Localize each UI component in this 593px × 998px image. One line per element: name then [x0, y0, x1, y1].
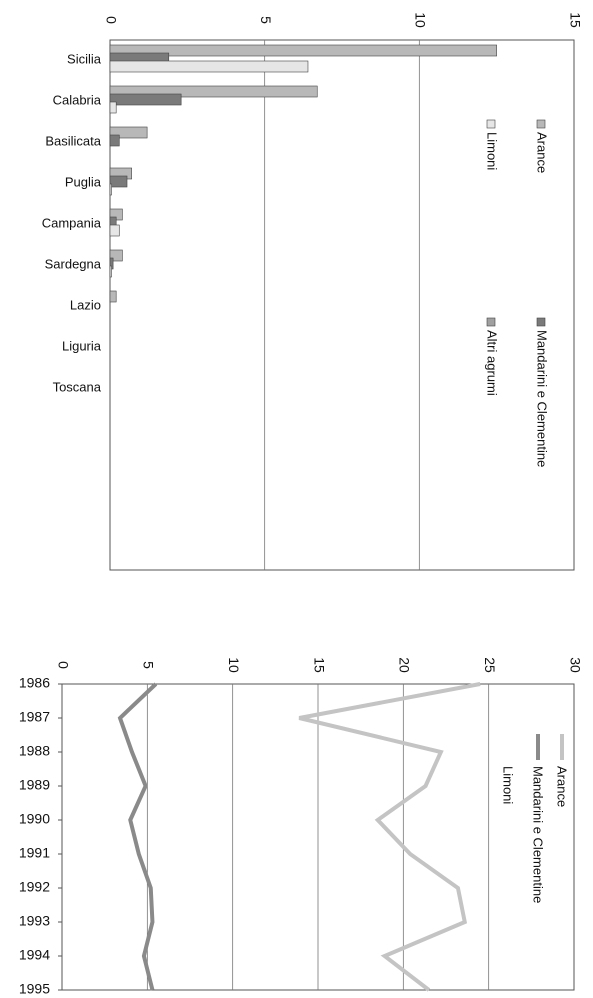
tick-label-x-15: 15: [567, 12, 583, 28]
legend-label-2-mandarini-e-clementine: Mandarini e Clementine: [531, 766, 546, 903]
bar-arance-calabria: [109, 85, 318, 98]
tick-label-year-1992: 1992: [19, 879, 50, 895]
bar-arance-sicilia: [109, 44, 497, 57]
legend-swatch-limoni: [486, 119, 496, 129]
tick-label-value-30: 30: [567, 657, 583, 673]
tick-label-value-25: 25: [482, 657, 498, 673]
bar-limoni-sicilia: [109, 60, 309, 73]
category-label-liguria: Liguria: [62, 338, 102, 353]
line-arance: [298, 682, 481, 992]
category-label-lazio: Lazio: [70, 297, 101, 312]
tick-label-year-1989: 1989: [19, 777, 50, 793]
category-label-campania: Campania: [42, 215, 102, 230]
tick-label-x-5: 5: [258, 16, 274, 24]
category-label-sicilia: Sicilia: [67, 51, 102, 66]
bar-limoni-puglia: [109, 183, 112, 196]
bar-arance-sardegna: [109, 249, 123, 262]
category-label-sardegna: Sardegna: [45, 256, 102, 271]
category-label-basilicata: Basilicata: [45, 133, 101, 148]
tick-label-year-1988: 1988: [19, 743, 50, 759]
line-mandarini-e-clementine: [117, 682, 158, 991]
bar-limoni-calabria: [109, 101, 117, 114]
category-label-calabria: Calabria: [53, 92, 102, 107]
legend-swatch-arance: [536, 119, 546, 129]
tick-label-year-1994: 1994: [19, 947, 50, 963]
tick-label-value-15: 15: [311, 657, 327, 673]
bar-limoni-campania: [109, 224, 120, 237]
tick-label-year-1990: 1990: [19, 811, 50, 827]
tick-label-year-1993: 1993: [19, 913, 50, 929]
bar-mandarini-e-clementine-calabria: [109, 93, 182, 106]
tick-label-year-1987: 1987: [19, 709, 50, 725]
tick-label-x-10: 10: [413, 12, 429, 28]
legend-label-arance: Arance: [535, 132, 550, 173]
legend-label-limoni: Limoni: [485, 132, 500, 170]
legend-swatch-mandarini-e-clementine: [536, 317, 546, 327]
bar-arance-basilicata: [109, 126, 148, 139]
legend-label-mandarini-e-clementine: Mandarini e Clementine: [535, 330, 550, 467]
legend-label-2-arance: Arance: [555, 766, 570, 807]
bar-limoni-sardegna: [109, 265, 112, 278]
tick-label-value-20: 20: [397, 657, 413, 673]
legend-swatch-altri-agrumi: [486, 317, 496, 327]
category-label-puglia: Puglia: [65, 174, 102, 189]
tick-label-value-5: 5: [141, 661, 157, 669]
bar-arance-lazio: [109, 290, 117, 303]
tick-label-year-1991: 1991: [19, 845, 50, 861]
category-label-toscana: Toscana: [53, 379, 102, 394]
bar-mandarini-e-clementine-basilicata: [109, 134, 120, 147]
legend-label-2-limoni: Limoni: [501, 766, 516, 804]
bar-mandarini-e-clementine-puglia: [109, 175, 128, 188]
tick-label-value-0: 0: [55, 661, 71, 669]
tick-label-year-1995: 1995: [19, 981, 50, 997]
tick-label-year-1986: 1986: [19, 675, 50, 691]
tick-label-value-10: 10: [226, 657, 242, 673]
plot-area-1: [109, 39, 575, 571]
legend-label-altri-agrumi: Altri agrumi: [485, 330, 500, 396]
tick-label-x-0: 0: [103, 16, 119, 24]
